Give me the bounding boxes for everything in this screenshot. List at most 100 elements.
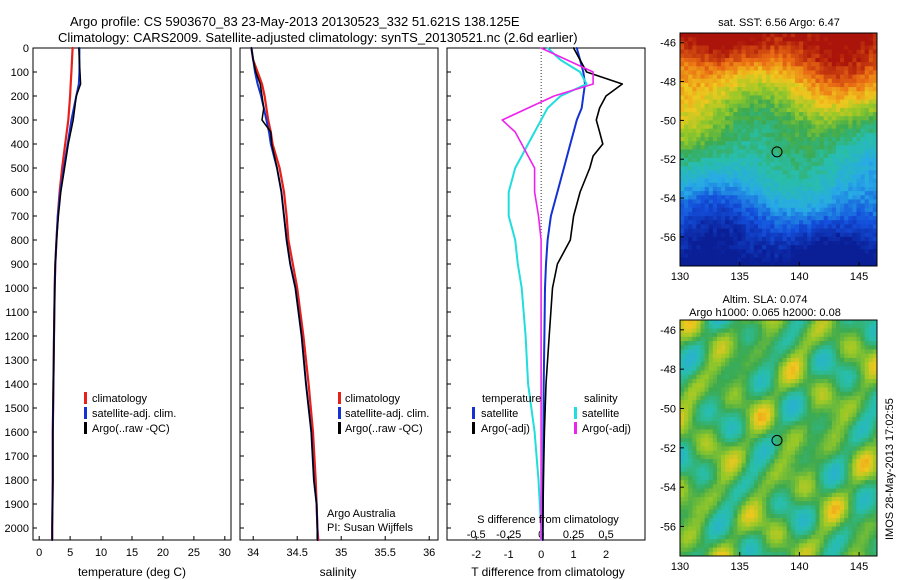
map-cell — [852, 199, 857, 204]
map-cell — [823, 82, 829, 88]
map-cell — [688, 471, 693, 477]
map-cell — [840, 450, 845, 456]
salinity-axes — [239, 47, 439, 541]
map-cell — [860, 383, 866, 388]
map-cell — [725, 257, 730, 263]
map-cell — [786, 429, 792, 435]
map-cell — [704, 488, 710, 494]
map-cell — [753, 74, 759, 80]
map-cell — [684, 103, 689, 109]
map-cell — [799, 454, 804, 460]
map-cell — [864, 220, 870, 225]
map-cell — [831, 249, 837, 254]
map-cell — [733, 421, 738, 426]
map-cell — [790, 128, 796, 134]
map-cell — [712, 332, 718, 338]
map-cell — [823, 387, 829, 393]
map-cell — [741, 480, 747, 485]
map-cell — [696, 137, 701, 142]
map-cell — [721, 232, 726, 238]
map-cell — [840, 228, 845, 234]
map-cell — [827, 446, 833, 452]
map-cell — [700, 450, 706, 456]
map-cell — [770, 387, 775, 393]
legend-label-t-satellite: satellite — [481, 408, 518, 420]
map-cell — [844, 132, 849, 138]
map-cell — [753, 345, 759, 350]
map-cell — [835, 497, 841, 502]
map-cell — [868, 416, 874, 422]
map-cell — [737, 103, 742, 109]
map-cell — [725, 357, 730, 363]
map-cell — [733, 120, 738, 125]
map-cell — [819, 408, 825, 414]
map-cell — [835, 463, 841, 468]
map-cell — [700, 484, 706, 489]
map-cell — [704, 141, 710, 146]
map-cell — [704, 438, 710, 443]
map-cell — [823, 433, 829, 439]
map-cell — [848, 128, 853, 134]
map-cell — [762, 412, 767, 418]
map-cell — [733, 362, 738, 367]
map-cell — [737, 195, 742, 200]
map-cell — [749, 471, 755, 477]
map-cell — [786, 137, 792, 142]
map-cell — [753, 320, 759, 325]
map-cell — [868, 438, 874, 443]
map-cell — [680, 224, 685, 229]
map-cell — [778, 191, 783, 196]
map-cell — [688, 429, 693, 435]
map-cell — [708, 228, 714, 234]
map-cell — [782, 336, 788, 342]
map-cell — [815, 341, 820, 346]
map-cell — [692, 391, 697, 397]
map-cell — [803, 370, 808, 376]
map-cell — [844, 471, 849, 477]
map-cell — [696, 70, 701, 76]
map-cell — [778, 253, 783, 259]
map-cell — [741, 66, 747, 71]
map-cell — [852, 37, 857, 42]
map-cell — [786, 166, 792, 171]
map-cell — [745, 141, 751, 146]
map-cell — [712, 157, 718, 163]
map-cell — [790, 66, 796, 71]
map-cell — [823, 37, 829, 42]
map-cell — [745, 207, 751, 213]
map-cell — [831, 232, 837, 238]
map-cell — [749, 370, 755, 376]
map-cell — [852, 454, 857, 460]
map-cell — [762, 471, 767, 477]
map-cell — [737, 170, 742, 175]
map-cell — [745, 195, 751, 200]
map-cell — [860, 211, 866, 217]
map-cell — [852, 128, 857, 134]
map-cell — [778, 145, 783, 150]
map-cell — [700, 328, 706, 334]
map-cell — [872, 366, 878, 371]
map-cell — [852, 488, 857, 494]
map-cell — [680, 438, 685, 443]
map-cell — [684, 87, 689, 92]
map-cell — [811, 425, 816, 430]
map-cell — [782, 341, 788, 346]
map-cell — [827, 425, 833, 430]
map-cell — [840, 332, 845, 338]
map-cell — [827, 366, 833, 371]
map-cell — [848, 37, 853, 42]
map-cell — [815, 400, 820, 405]
salinity-legend: climatology satellite-adj. clim. Argo(..… — [338, 392, 429, 435]
map-cell — [835, 141, 841, 146]
map-cell — [860, 249, 866, 254]
map-cell — [684, 49, 689, 55]
map-cell — [753, 57, 759, 63]
profile-line-argo-raw-qc- — [250, 47, 319, 541]
map-cell — [823, 357, 829, 363]
map-cell — [712, 78, 718, 84]
map-cell — [790, 471, 796, 477]
map-cell — [864, 107, 870, 113]
map-cell — [782, 87, 788, 92]
map-cell — [680, 53, 685, 59]
map-cell — [831, 446, 837, 452]
